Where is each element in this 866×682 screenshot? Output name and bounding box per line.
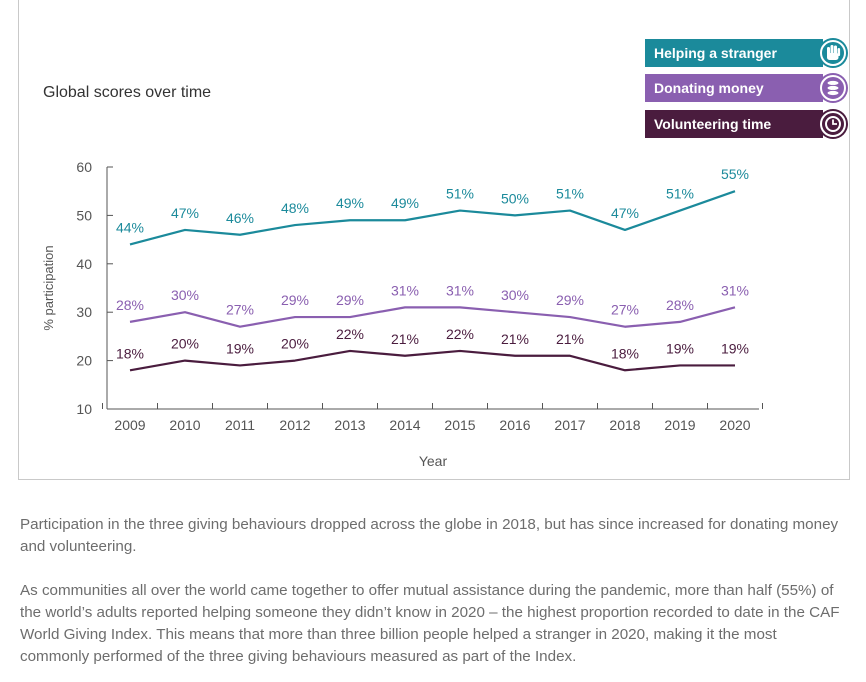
data-label: 55%	[721, 166, 749, 182]
legend-swatch	[645, 39, 823, 67]
legend-label: Donating money	[654, 80, 764, 96]
data-label: 30%	[501, 287, 529, 303]
data-label: 51%	[446, 186, 474, 202]
data-label: 47%	[611, 205, 639, 221]
x-tick-label: 2017	[554, 417, 585, 433]
data-label: 20%	[171, 336, 199, 352]
data-label: 48%	[281, 200, 309, 216]
x-tick-label: 2012	[279, 417, 310, 433]
series-line-volunteering-time	[129, 349, 735, 372]
data-label: 21%	[391, 331, 419, 347]
data-label: 21%	[501, 331, 529, 347]
legend-badge-ring	[820, 75, 846, 101]
data-label: 28%	[116, 297, 144, 313]
data-label: 49%	[336, 195, 364, 211]
data-label: 22%	[336, 326, 364, 342]
y-tick-label: 50	[76, 207, 92, 223]
description-paragraph: As communities all over the world came t…	[20, 582, 840, 665]
x-tick-label: 2013	[334, 417, 365, 433]
x-tick-label: 2014	[389, 417, 420, 433]
x-axis-title: Year	[419, 453, 448, 469]
clock-hands	[832, 119, 837, 125]
series-line-donating-money	[129, 306, 736, 328]
x-tick-label: 2020	[719, 417, 750, 433]
x-tick-label: 2010	[169, 417, 200, 433]
data-label: 31%	[391, 282, 419, 298]
data-label: 46%	[226, 210, 254, 226]
chart-panel: Global scores over time 10 20 30 40 50 60 % par…	[18, 0, 850, 480]
data-label: 29%	[336, 292, 364, 308]
x-tick-label: 2019	[664, 417, 695, 433]
data-label: 27%	[611, 302, 639, 318]
data-label: 28%	[666, 297, 694, 313]
data-label: 51%	[666, 186, 694, 202]
x-tick-label: 2009	[114, 417, 145, 433]
x-tick-label: 2018	[609, 417, 640, 433]
line-chart: Global scores over time 10 20 30 40 50 60 % par…	[41, 38, 848, 469]
y-tick-label: 60	[76, 159, 92, 175]
data-label: 18%	[611, 345, 639, 361]
data-label: 31%	[446, 282, 474, 298]
data-label: 30%	[171, 287, 199, 303]
x-tick-label: 2016	[499, 417, 530, 433]
data-label: 19%	[666, 340, 694, 356]
data-label: 19%	[721, 340, 749, 356]
data-label: 47%	[171, 205, 199, 221]
data-label: 31%	[721, 282, 749, 298]
data-label: 29%	[556, 292, 584, 308]
y-tick-label: 40	[76, 256, 92, 272]
clock-icon	[825, 116, 841, 132]
data-label: 18%	[116, 345, 144, 361]
x-tick-label: 2015	[444, 417, 475, 433]
description-paragraph: Participation in the three giving behavi…	[20, 516, 839, 555]
data-label: 29%	[281, 292, 309, 308]
legend-badge-ring	[820, 111, 846, 137]
y-tick-label: 30	[76, 304, 92, 320]
legend-label: Volunteering time	[654, 116, 771, 132]
legend-badge-ring	[820, 40, 846, 66]
x-tick-label: 2011	[225, 417, 255, 433]
y-tick-label: 10	[76, 401, 92, 417]
series-line-helping-a-stranger	[129, 190, 736, 246]
data-label: 51%	[556, 186, 584, 202]
legend-label: Helping a stranger	[654, 45, 777, 61]
legend-swatch	[645, 110, 823, 138]
data-label: 50%	[501, 190, 529, 206]
data-label: 22%	[446, 326, 474, 342]
coins-icon	[826, 79, 840, 97]
y-tick-label: 20	[76, 353, 92, 369]
data-label: 21%	[556, 331, 584, 347]
chart-title: Global scores over time	[43, 84, 211, 101]
data-label: 20%	[281, 336, 309, 352]
data-label: 44%	[116, 219, 144, 235]
hand-icon	[827, 45, 841, 60]
data-label: 49%	[391, 195, 419, 211]
data-label: 27%	[226, 302, 254, 318]
legend-swatch	[645, 74, 823, 102]
y-axis-title: % participation	[41, 245, 56, 330]
data-label: 19%	[226, 340, 254, 356]
